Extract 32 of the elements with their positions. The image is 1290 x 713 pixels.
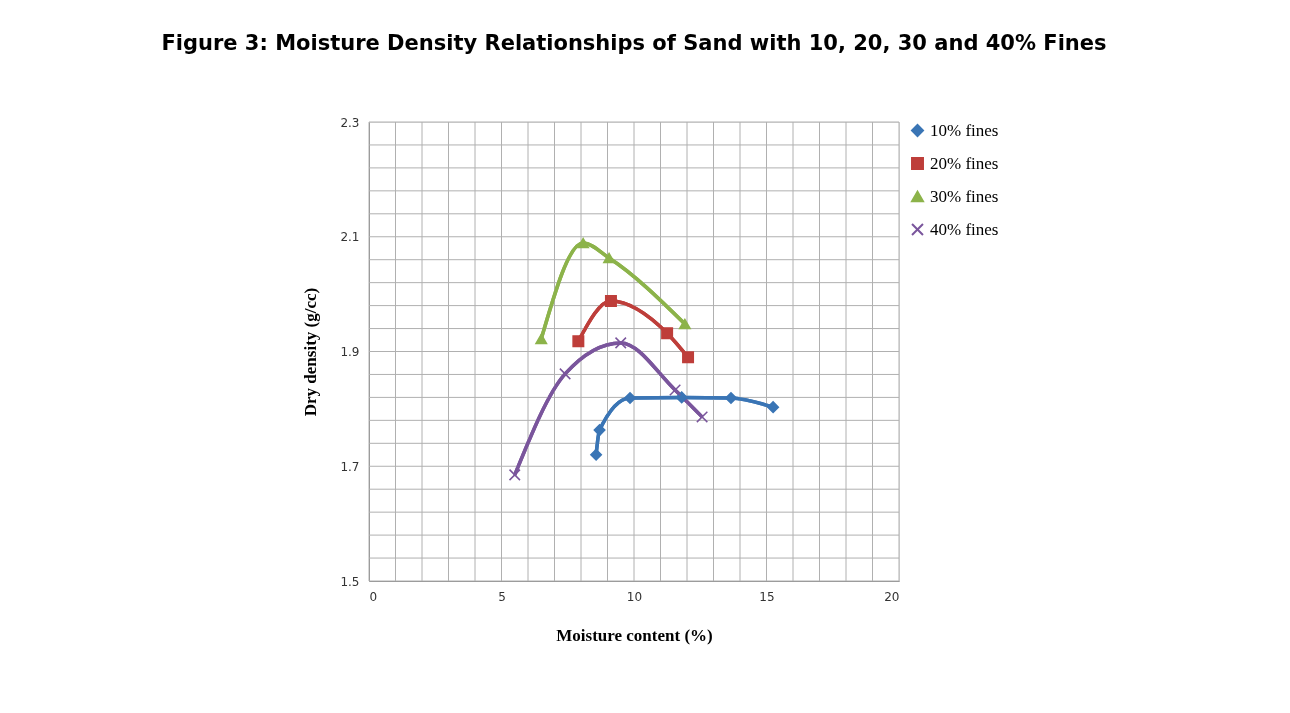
y-tick-label: 2.3 [340, 115, 360, 130]
y-axis-title: Dry density (g/cc) [301, 287, 321, 417]
chart-title: Figure 3: Moisture Density Relationships of Sand with 10, 20, 30 and 40% Fines [161, 31, 1107, 55]
point [535, 333, 548, 345]
point [725, 391, 737, 404]
point [696, 410, 709, 423]
legend-label: 40% fines [930, 219, 999, 239]
y-tick-label: 1.7 [340, 459, 360, 474]
legend-label: 30% fines [930, 186, 999, 206]
point [682, 351, 695, 364]
x-axis-title: Moisture content (%) [556, 625, 713, 645]
point [572, 335, 585, 348]
x-tick-label: 0 [369, 589, 378, 604]
point [593, 424, 606, 437]
x-tick-label: 10 [626, 589, 643, 604]
y-tick-label: 1.9 [340, 345, 360, 359]
point [767, 401, 780, 414]
point [590, 448, 603, 461]
point [577, 237, 590, 249]
point [661, 327, 674, 340]
point [604, 295, 617, 307]
point [675, 391, 688, 404]
y-tick-label: 1.5 [340, 574, 360, 589]
legend-label: 10% fines [930, 120, 999, 140]
point [678, 318, 691, 330]
x-tick-label: 20 [884, 589, 900, 604]
y-tick-label: 2.1 [340, 230, 360, 245]
point [508, 468, 521, 481]
x-tick-label: 5 [498, 589, 506, 604]
point [614, 336, 627, 349]
x-tick-label: 15 [759, 589, 775, 604]
legend-label: 20% fines [930, 153, 999, 173]
